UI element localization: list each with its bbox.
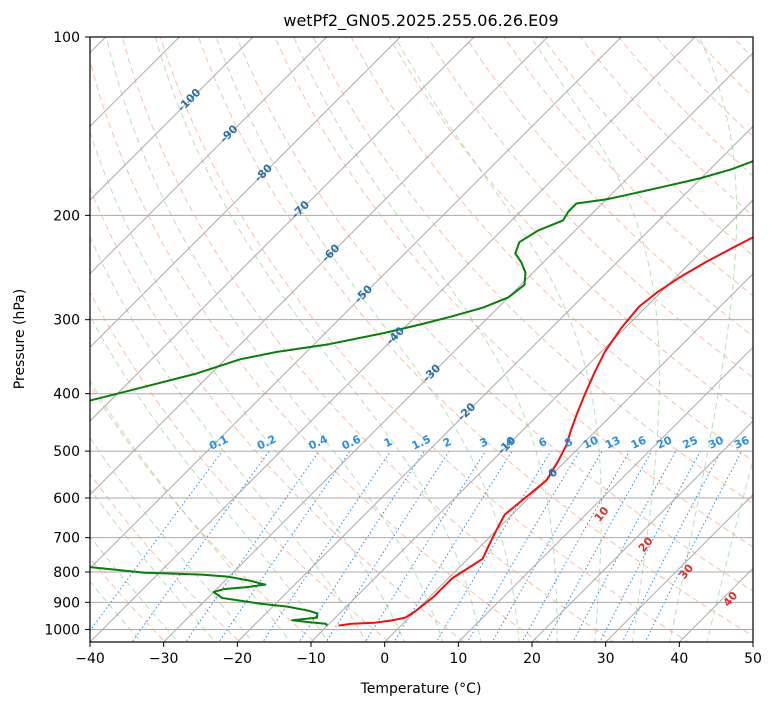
isotherm-line: [90, 37, 402, 349]
mixing-ratio-label: 25: [680, 434, 699, 452]
isotherm-gridlines: [90, 37, 753, 642]
moist-adiabat-line: [90, 436, 254, 642]
y-tick-label: 400: [53, 387, 80, 403]
y-tick-label: 700: [53, 531, 80, 547]
y-axis-title: Pressure (hPa): [12, 289, 28, 389]
plot-frame: [89, 36, 754, 643]
isotherm-line: [90, 37, 181, 128]
isotherm-line: [90, 37, 696, 642]
x-axis-title: Temperature (°C): [360, 681, 482, 697]
dry-adiabat-line: [197, 37, 753, 637]
dry-adiabat-line: [236, 37, 753, 592]
isotherm-line: [90, 37, 328, 275]
chart-title: wetPf2_GN05.2025.255.06.26.E09: [283, 11, 558, 31]
moist-adiabat-line: [90, 488, 216, 642]
isotherm-line: [90, 37, 549, 496]
isotherm-line: [310, 199, 753, 642]
dry-adiabat-line: [159, 37, 690, 642]
isotherm-line: [604, 493, 753, 642]
x-tick-label: 0: [380, 651, 389, 667]
y-tick-label: 800: [53, 565, 80, 581]
y-tick-label: 100: [53, 30, 80, 46]
dry-adiabat-line: [426, 37, 753, 378]
dry-adiabat-line: [121, 37, 615, 642]
x-tick-label: 40: [670, 651, 688, 667]
moist-adiabat-line: [90, 314, 329, 642]
x-tick-label: 30: [597, 651, 615, 667]
y-tick-label: 300: [53, 313, 80, 329]
x-tick-label: −20: [223, 651, 253, 667]
x-tick-label: 10: [449, 651, 467, 667]
isotherm-line: [90, 37, 254, 201]
isotherm-line: [162, 51, 753, 642]
moist-adiabat-line: [530, 37, 660, 642]
profile-series: [90, 160, 753, 627]
moist-adiabat-line: [293, 37, 558, 642]
y-tick-label: 500: [53, 444, 80, 460]
dry-adiabat-line: [465, 37, 753, 338]
y-tick-label: 1000: [44, 622, 80, 638]
x-tick-label: −10: [296, 651, 326, 667]
x-axis-ticks: −40 −30 −20 −10 0 10 20 30 40 50: [75, 642, 762, 667]
y-axis-ticks: 100 200 300 400 500 600 700 800 900 1000: [44, 30, 90, 638]
moist-adiabat-line: [154, 37, 482, 642]
dry-adiabat-line: [90, 59, 540, 642]
moist-adiabat-line: [215, 37, 520, 642]
moist-adiabat-line: [90, 235, 367, 642]
x-tick-label: 20: [523, 651, 541, 667]
moist-adiabats: [90, 37, 753, 642]
dry-adiabat-line: [312, 37, 753, 505]
isotherm-line: [236, 125, 753, 642]
mixing-ratio-label: 16: [629, 433, 649, 451]
x-tick-label: −40: [75, 651, 105, 667]
dry-adiabat-line: [90, 186, 465, 642]
isotherm-line: [383, 272, 753, 642]
mixing-ratio-label: 13: [603, 434, 622, 452]
dry-adiabat-line: [90, 291, 391, 642]
isobar-gridlines: [90, 37, 753, 630]
temperature-profile-line: [338, 236, 753, 627]
y-tick-label: 600: [53, 491, 80, 507]
dewpoint-profile-line: [90, 160, 753, 627]
y-tick-label: 900: [53, 595, 80, 611]
x-tick-label: −30: [149, 651, 179, 667]
x-tick-label: 50: [744, 651, 762, 667]
isotherm-line: [457, 346, 753, 642]
dry-adiabat-line: [503, 37, 753, 297]
mixing-ratio-label: 36: [732, 433, 752, 451]
dry-adiabat-line: [90, 384, 316, 642]
isotherm-line: [90, 37, 623, 570]
moist-adiabat-line: [394, 37, 602, 642]
dry-adiabat-line: [90, 472, 241, 642]
mixing-ratio-label: 20: [655, 433, 675, 451]
isotherm-line: [90, 37, 475, 422]
moist-adiabat-line: [90, 380, 291, 642]
mixing-ratio-label: 30: [706, 433, 726, 451]
y-tick-label: 200: [53, 208, 80, 224]
moist-adiabat-line: [669, 37, 738, 642]
mixing-ratio-label: 10: [581, 433, 601, 451]
isotherm-line: [531, 420, 753, 642]
moist-adiabat-line: [90, 535, 179, 642]
